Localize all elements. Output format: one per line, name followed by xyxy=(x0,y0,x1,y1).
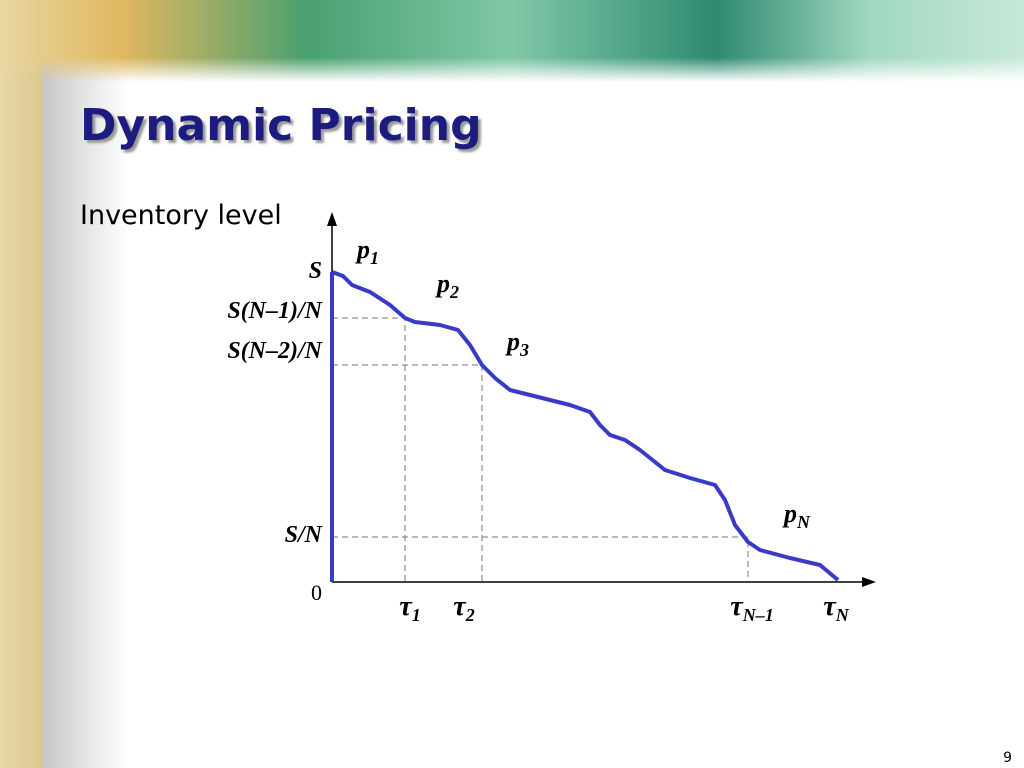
y-arrow xyxy=(327,212,337,226)
x-label: τN–1 xyxy=(730,591,773,625)
y-label: S(N–1)/N xyxy=(227,298,323,324)
price-label-base: p xyxy=(505,327,520,356)
x-label-sub: 2 xyxy=(465,605,475,625)
x-label-sub: 1 xyxy=(412,605,421,625)
x-label: τ2 xyxy=(453,591,474,625)
x-label: τN xyxy=(823,591,849,625)
price-label-sub: 3 xyxy=(519,340,529,360)
price-label: p2 xyxy=(435,269,459,302)
y-label: 0 xyxy=(311,580,322,605)
y-label: S xyxy=(309,258,322,284)
price-label-base: p xyxy=(435,269,450,298)
price-label-sub: N xyxy=(796,512,811,532)
x-label-base: τ xyxy=(399,591,413,622)
banner-image xyxy=(0,0,1024,82)
slide-title: Dynamic Pricing xyxy=(80,100,482,151)
price-label-sub: 1 xyxy=(370,248,379,268)
inventory-curve xyxy=(331,270,840,582)
x-label-base: τ xyxy=(453,591,467,622)
x-label-sub: N xyxy=(835,605,850,625)
price-label: p3 xyxy=(505,327,529,360)
price-label: p1 xyxy=(355,235,379,268)
price-label: pN xyxy=(782,499,811,532)
axis-label: Inventory level xyxy=(80,200,282,231)
y-label: S/N xyxy=(285,522,324,548)
page-number: 9 xyxy=(1003,750,1012,766)
x-label-base: τ xyxy=(730,591,744,622)
price-label-base: p xyxy=(355,235,370,264)
y-labels: S S(N–1)/N S(N–2)/N S/N 0 xyxy=(227,258,323,605)
x-labels: τ1 τ2 τN–1 τN xyxy=(399,591,849,625)
x-arrow xyxy=(862,577,876,587)
y-label: S(N–2)/N xyxy=(227,338,323,364)
guide-lines xyxy=(332,317,749,582)
x-label-sub: N–1 xyxy=(742,605,774,625)
price-label-base: p xyxy=(782,499,797,528)
price-label-sub: 2 xyxy=(449,282,459,302)
side-texture xyxy=(0,0,130,768)
x-label: τ1 xyxy=(399,591,420,625)
x-label-base: τ xyxy=(823,591,837,622)
